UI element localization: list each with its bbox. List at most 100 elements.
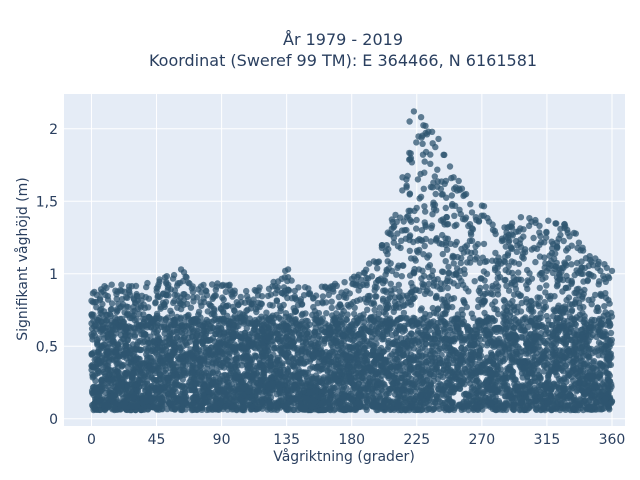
scatter-point-4137 [513, 228, 520, 235]
scatter-point-3729 [597, 290, 604, 298]
scatter-point-3400 [225, 282, 232, 289]
scatter-point-1985 [237, 293, 244, 301]
scatter-point-1233 [108, 300, 116, 307]
scatter-point-3084 [118, 303, 125, 310]
scatter-point-2003 [125, 303, 132, 311]
scatter-point-3973 [566, 233, 573, 240]
scatter-point-4006 [124, 363, 132, 371]
scatter-point-2787 [306, 290, 314, 297]
scatter-point-1441 [426, 262, 434, 269]
scatter-point-3266 [500, 296, 508, 304]
scatter-point-3376 [125, 283, 133, 290]
scatter-point-3420 [108, 281, 115, 288]
scatter-point-539 [300, 292, 308, 299]
scatter-point-4196 [113, 291, 120, 298]
scatter-point-1353 [574, 244, 581, 252]
scatter-point-3397 [443, 194, 450, 201]
scatter-point-3831 [383, 305, 390, 312]
scatter-point-2214 [350, 298, 357, 306]
scatter-point-3462 [263, 309, 270, 316]
scatter-point-3825 [548, 238, 555, 245]
scatter-point-2505 [204, 308, 211, 315]
scatter-point-732 [503, 282, 510, 289]
scatter-point-3604 [506, 237, 513, 244]
scatter-point-3562 [420, 281, 428, 288]
scatter-point-2713 [374, 265, 381, 272]
scatter-point-1923 [429, 267, 436, 274]
scatter-point-4895 [441, 328, 449, 336]
scatter-point-3722 [408, 288, 415, 295]
scatter-point-2324 [351, 304, 358, 311]
scatter-point-2757 [450, 174, 457, 181]
scatter-point-2963 [409, 295, 417, 303]
scatter-point-2762 [418, 134, 425, 141]
scatter-point-2029 [118, 281, 125, 288]
scatter-point-3845 [174, 292, 181, 299]
scatter-point-4134 [318, 406, 326, 414]
scatter-point-2600 [400, 262, 407, 269]
scatter-point-3487 [217, 304, 224, 312]
scatter-point-3852 [528, 275, 536, 282]
scatter-point-3870 [401, 227, 408, 234]
scatter-point-2163 [592, 255, 599, 262]
scatter-point-3280 [537, 238, 545, 246]
scatter-point-2439 [401, 301, 408, 309]
scatter-point-3515 [494, 287, 501, 294]
scatter-point-1029 [394, 243, 402, 250]
scatter-point-4156 [257, 300, 265, 307]
scatter-point-3673 [475, 296, 482, 304]
scatter-point-3823 [501, 277, 508, 284]
scatter-point-1718 [543, 228, 550, 236]
scatter-point-4926 [605, 318, 612, 325]
scatter-point-3948 [438, 268, 446, 275]
scatter-point-3489 [460, 297, 467, 304]
scatter-point-4111 [132, 300, 140, 307]
scatter-point-2940 [482, 283, 490, 290]
scatter-point-2744 [391, 285, 398, 293]
scatter-point-937 [457, 259, 464, 267]
scatter-point-3760 [273, 297, 281, 305]
scatter-point-2108 [209, 295, 216, 302]
scatter-point-833 [546, 252, 553, 259]
scatter-point-1516 [328, 304, 335, 312]
scatter-point-4019 [387, 280, 394, 287]
scatter-point-2497 [494, 275, 501, 282]
scatter-point-3764 [578, 258, 585, 265]
scatter-point-3354 [214, 280, 221, 287]
scatter-point-3582 [131, 307, 138, 315]
scatter-point-4092 [310, 303, 317, 311]
scatter-point-3543 [467, 259, 474, 266]
scatter-point-2656 [340, 307, 347, 315]
scatter-point-1431 [419, 267, 426, 274]
scatter-point-3848 [406, 156, 413, 163]
scatter-point-2732 [368, 300, 375, 307]
scatter-point-3889 [565, 255, 572, 262]
scatter-point-2115 [406, 190, 414, 197]
scatter-point-3898 [590, 273, 597, 280]
scatter-point-4280 [468, 384, 476, 392]
scatter-point-3817 [107, 306, 115, 313]
scatter-point-4179 [165, 281, 172, 288]
scatter-point-3559 [563, 272, 570, 280]
scatter-point-4194 [170, 299, 177, 307]
scatter-point-3821 [460, 192, 467, 200]
scatter-point-4128 [568, 279, 576, 286]
scatter-point-3744 [291, 287, 298, 295]
scatter-point-2070 [562, 284, 570, 292]
scatter-point-3871 [443, 277, 451, 285]
scatter-point-239 [414, 176, 422, 183]
scatter-point-3305 [291, 293, 298, 300]
scatter-point-4198 [510, 324, 518, 331]
scatter-point-3061 [390, 234, 398, 242]
scatter-point-4037 [156, 278, 163, 285]
scatter-point-2952 [396, 294, 404, 301]
scatter-point-1468 [575, 239, 583, 246]
scatter-point-413 [439, 250, 446, 258]
scatter-point-3965 [559, 264, 566, 271]
scatter-point-3935 [575, 285, 582, 292]
scatter-point-3728 [438, 240, 446, 248]
scatter-point-1740 [406, 247, 413, 254]
scatter-point-3806 [169, 275, 177, 282]
scatter-point-358 [442, 204, 449, 212]
scatter-point-2243 [542, 274, 549, 281]
